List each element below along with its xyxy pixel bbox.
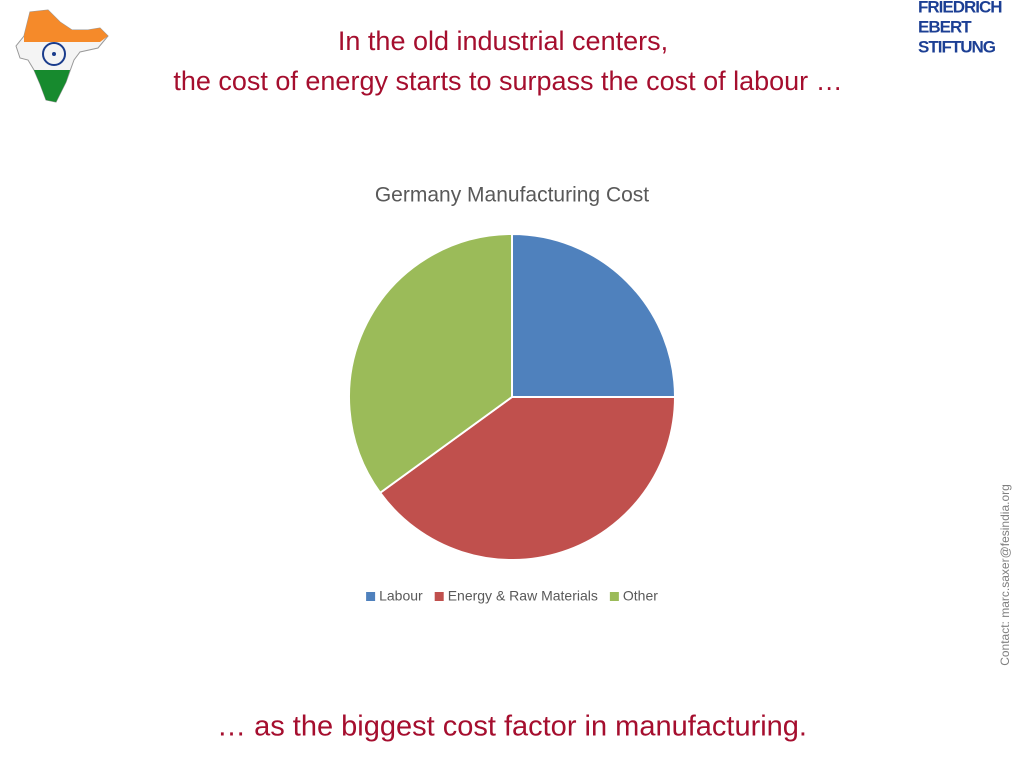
legend-swatch: [434, 592, 444, 601]
india-map-icon: [15, 9, 109, 103]
contact: Contact: marc.saxer@fesindia.org: [998, 484, 1012, 666]
logo-line: FRIEDRICH: [918, 0, 1002, 16]
legend-item: Energy & Raw Materials: [434, 588, 598, 604]
legend-label: Labour: [379, 588, 423, 604]
logo: FRIEDRICH EBERT STIFTUNG: [918, 0, 1003, 56]
pie: [348, 232, 677, 561]
pie-slice: [511, 232, 677, 398]
legend-item: Other: [609, 588, 658, 604]
legend-label: Other: [623, 588, 658, 604]
legend-item: Labour: [366, 588, 423, 604]
legend-swatch: [366, 592, 376, 601]
logo-line: STIFTUNG: [918, 37, 996, 56]
pie-slice: [378, 396, 677, 561]
title-line: the cost of energy starts to surpass the…: [173, 66, 842, 96]
pie-slice: [348, 232, 513, 495]
title-line: In the old industrial centers,: [338, 26, 668, 56]
chart-title: Germany Manufacturing Cost: [375, 184, 649, 207]
footer-text: … as the biggest cost factor in manufact…: [217, 711, 807, 743]
legend-swatch: [609, 592, 619, 601]
legend: Labour Energy & Raw Materials Other: [366, 588, 658, 604]
legend-label: Energy & Raw Materials: [448, 588, 598, 604]
logo-line: EBERT: [918, 17, 972, 36]
